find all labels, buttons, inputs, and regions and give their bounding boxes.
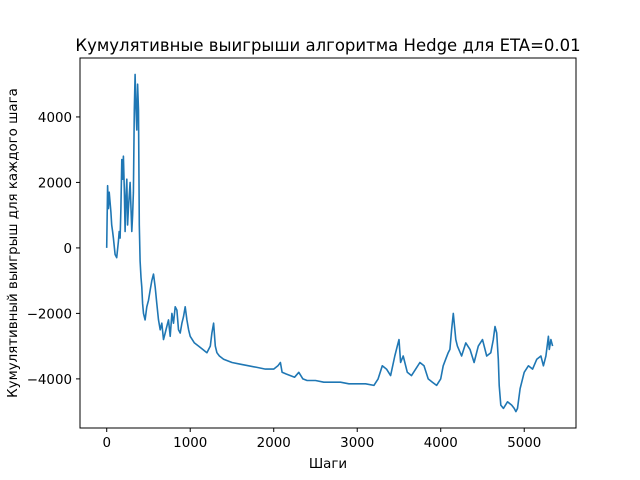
y-axis-label: Кумулятивный выигрыш для каждого шага	[6, 88, 21, 398]
x-axis-label: Шаги	[309, 457, 347, 472]
y-tick-label: 2000	[38, 176, 72, 191]
x-tick-label: 2000	[257, 436, 291, 451]
series-line	[105, 73, 554, 413]
y-tick-label: 0	[63, 242, 72, 257]
x-axis: 0 1000 2000 3000 4000 5000	[102, 428, 541, 451]
x-tick-label: 0	[102, 436, 111, 451]
x-tick-label: 3000	[340, 436, 374, 451]
y-tick-label: 4000	[38, 111, 72, 126]
plot-area	[79, 57, 577, 429]
x-tick-label: 5000	[507, 436, 541, 451]
y-axis: −4000 −2000 0 2000 4000	[27, 111, 80, 388]
y-tick-label: −4000	[27, 373, 72, 388]
x-tick-label: 4000	[424, 436, 458, 451]
y-tick-label: −2000	[27, 307, 72, 322]
x-tick-label: 1000	[173, 436, 207, 451]
chart-title: Кумулятивные выигрыши алгоритма Hedge дл…	[75, 36, 580, 55]
